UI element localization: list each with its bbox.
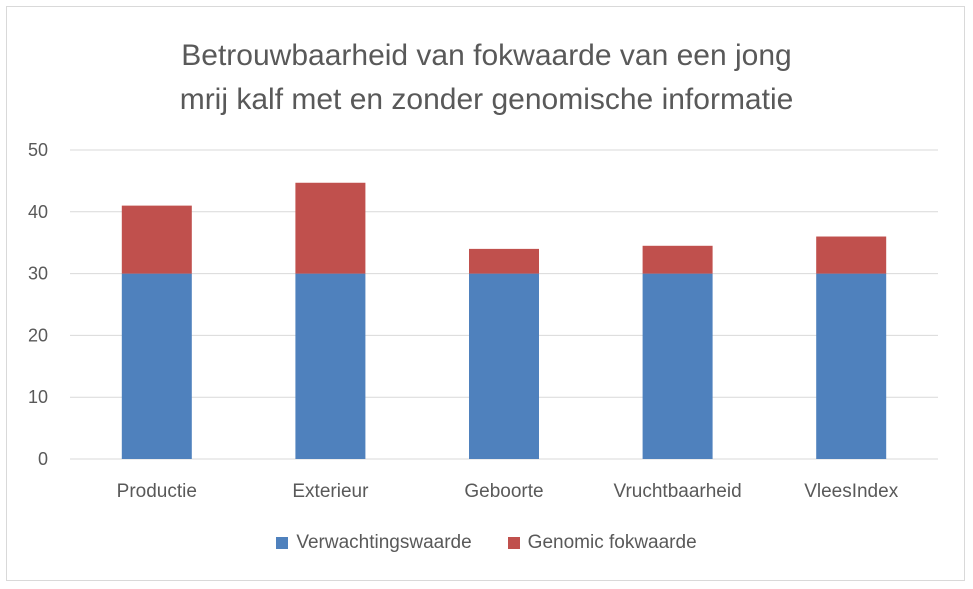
- bar-verwachtingswaarde-exterieur: [295, 273, 366, 459]
- legend-swatch-genomic-fokwaarde: [507, 537, 520, 549]
- y-tick-label: 30: [28, 264, 48, 284]
- chart-title-line-1: Betrouwbaarheid van fokwaarde van een jo…: [181, 39, 792, 72]
- bar-verwachtingswaarde-vleesindex: [816, 273, 887, 459]
- x-tick-label: VleesIndex: [804, 481, 899, 502]
- bar-genomic-fokwaarde-vruchtbaarheid: [642, 245, 713, 274]
- legend-label-verwachtingswaarde: Verwachtingswaarde: [296, 532, 472, 553]
- y-tick-label: 50: [28, 140, 48, 160]
- y-tick-label: 40: [28, 202, 48, 222]
- bar-verwachtingswaarde-vruchtbaarheid: [642, 273, 713, 459]
- chart-title-line-2: mrij kalf met en zonder genomische infor…: [179, 83, 794, 116]
- y-tick-label: 10: [28, 387, 48, 407]
- bar-genomic-fokwaarde-exterieur: [295, 182, 366, 274]
- legend-item-verwachtingswaarde: Verwachtingswaarde: [276, 532, 472, 554]
- legend-swatch-verwachtingswaarde: [276, 537, 289, 549]
- y-tick-label: 0: [38, 449, 48, 469]
- x-tick-label: Geboorte: [464, 481, 543, 502]
- legend-item-genomic-fokwaarde: Genomic fokwaarde: [507, 532, 697, 554]
- bar-verwachtingswaarde-geboorte: [469, 273, 539, 459]
- bar-verwachtingswaarde-productie: [121, 273, 192, 459]
- chart-legend: Verwachtingswaarde Genomic fokwaarde: [0, 532, 973, 554]
- legend-label-genomic-fokwaarde: Genomic fokwaarde: [527, 532, 697, 553]
- x-tick-label: Exterieur: [292, 481, 369, 502]
- chart-title: Betrouwbaarheid van fokwaarde van een jo…: [0, 34, 973, 122]
- bar-genomic-fokwaarde-geboorte: [469, 248, 539, 274]
- y-tick-label: 20: [28, 325, 48, 345]
- bar-genomic-fokwaarde-productie: [121, 205, 192, 274]
- x-tick-label: Vruchtbaarheid: [614, 481, 742, 502]
- x-tick-label: Productie: [117, 481, 197, 502]
- bar-genomic-fokwaarde-vleesindex: [816, 236, 887, 274]
